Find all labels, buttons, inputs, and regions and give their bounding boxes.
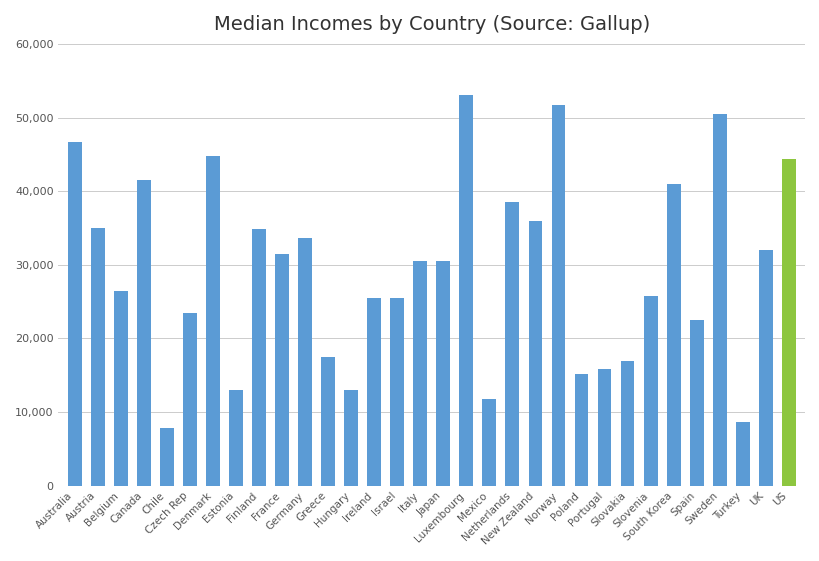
Bar: [436, 261, 450, 486]
Bar: [344, 390, 358, 486]
Bar: [390, 298, 404, 486]
Bar: [413, 261, 427, 486]
Title: Median Incomes by Country (Source: Gallup): Median Incomes by Country (Source: Gallu…: [214, 15, 649, 34]
Bar: [758, 250, 771, 486]
Bar: [251, 229, 265, 486]
Bar: [137, 180, 151, 486]
Bar: [206, 156, 219, 486]
Bar: [298, 237, 311, 486]
Bar: [781, 159, 794, 486]
Bar: [689, 320, 703, 486]
Bar: [712, 114, 726, 486]
Bar: [183, 312, 197, 486]
Bar: [482, 399, 495, 486]
Bar: [666, 184, 680, 486]
Bar: [574, 374, 588, 486]
Bar: [274, 254, 288, 486]
Bar: [620, 361, 634, 486]
Bar: [160, 427, 174, 486]
Bar: [643, 296, 657, 486]
Bar: [528, 220, 541, 486]
Bar: [68, 142, 81, 486]
Bar: [735, 422, 749, 486]
Bar: [597, 369, 611, 486]
Bar: [229, 390, 242, 486]
Bar: [551, 105, 564, 486]
Bar: [91, 228, 105, 486]
Bar: [367, 298, 381, 486]
Bar: [505, 202, 518, 486]
Bar: [114, 291, 128, 486]
Bar: [459, 95, 473, 486]
Bar: [321, 357, 335, 486]
